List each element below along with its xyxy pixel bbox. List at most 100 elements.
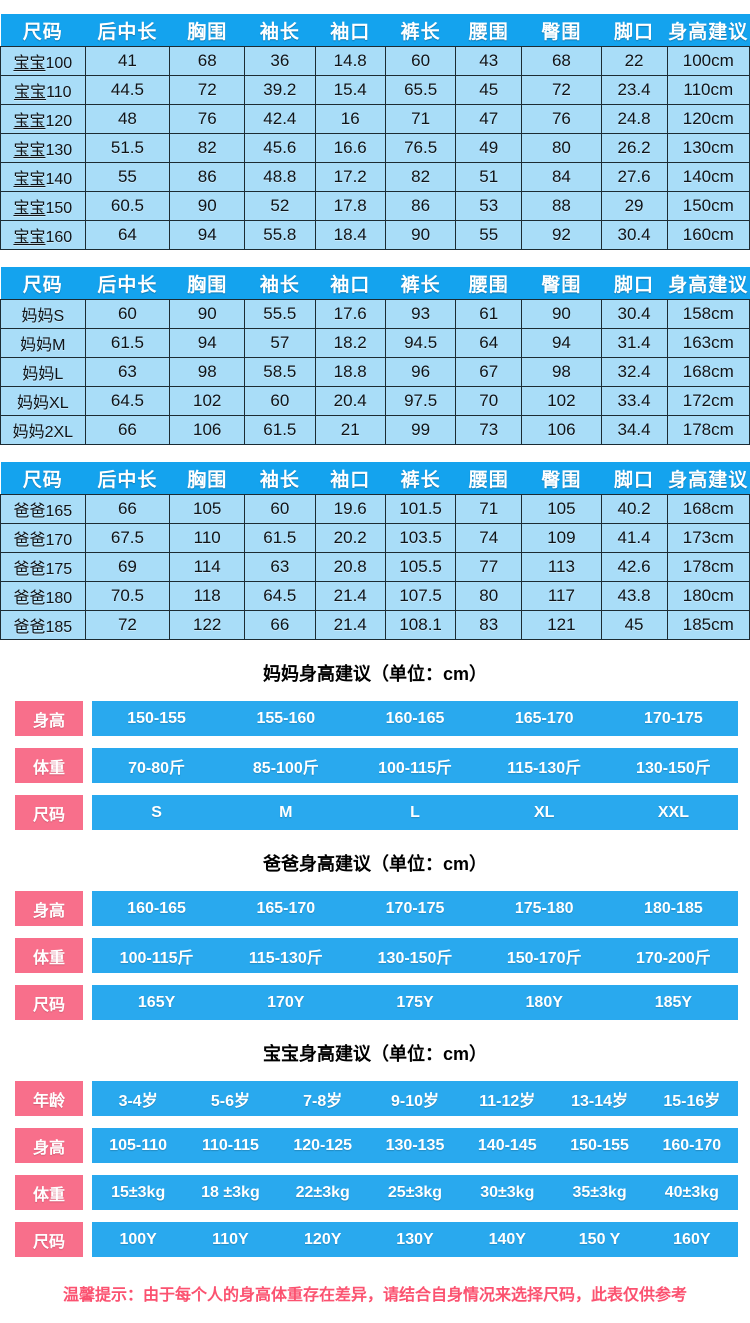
size-cell: 114 [169, 552, 246, 582]
bar-cell: 120-125 [293, 1136, 353, 1154]
section-baby-height: 宝宝身高建议（单位：cm） 年龄 3-4岁 5-6岁 7-8岁 9-10岁 11-12岁 13… [0, 1040, 750, 1257]
size-cell: 71 [384, 104, 457, 134]
size-cell: 36 [244, 46, 316, 76]
size-cell: 99 [384, 415, 457, 445]
size-table-baby: 尺码 后中长 胸围 袖长 袖口 裤长 腰围 臀围 脚口 身高建议 宝宝100 41 68 36 14.8 60… [0, 14, 750, 250]
row-label-prefix: 宝宝 [13, 229, 46, 246]
bar-cell: 180Y [525, 993, 563, 1011]
size-cell: 168cm [666, 494, 750, 524]
size-cell: 94 [169, 220, 246, 250]
size-cell: 60.5 [84, 191, 171, 221]
size-cell: 178cm [666, 415, 750, 445]
bar-values: 150-155 155-160 160-165 165-170 170-175 [92, 701, 738, 736]
row-label-prefix: 宝宝 [13, 113, 46, 130]
column-header: 袖口 [315, 267, 386, 300]
header-row: 尺码 后中长 胸围 袖长 袖口 裤长 腰围 臀围 脚口 身高建议 [0, 14, 750, 47]
bar-cell: 100-115斤 [378, 759, 452, 777]
bar-row: 身高 150-155 155-160 160-165 165-170 170-175 [15, 701, 738, 736]
bar-cell: 165-170 [256, 899, 316, 917]
column-header: 裤长 [385, 462, 456, 495]
size-cell: 42.4 [244, 104, 316, 134]
size-cell: 33.4 [600, 386, 668, 416]
bar-values: 3-4岁 5-6岁 7-8岁 9-10岁 11-12岁 13-14岁 15-16岁 [92, 1081, 738, 1116]
size-cell: 67.5 [84, 523, 171, 553]
size-cell: 178cm [666, 552, 750, 582]
size-cell: 45.6 [244, 133, 316, 163]
bar-cell: 170Y [267, 993, 305, 1011]
size-cell: 24.8 [600, 104, 668, 134]
bar-cell: 170-175 [385, 899, 445, 917]
size-cell: 39.2 [244, 75, 316, 105]
size-cell: 76.5 [384, 133, 457, 163]
bar-cell: 130-150斤 [377, 949, 453, 967]
column-header: 脚口 [601, 462, 668, 495]
size-cell: 72 [521, 75, 602, 105]
header-row: 尺码 后中长 胸围 袖长 袖口 裤长 腰围 臀围 脚口 身高建议 [0, 267, 750, 300]
bar-cell: M [279, 803, 293, 821]
bar-row-label: 年龄 [15, 1081, 83, 1116]
size-cell: 173cm [666, 523, 750, 553]
size-cell: 130cm [666, 133, 750, 163]
column-header: 裤长 [385, 267, 456, 300]
size-cell: 70.5 [84, 581, 171, 611]
size-cell: 86 [169, 162, 246, 192]
size-cell: 20.2 [314, 523, 386, 553]
size-cell: 47 [455, 104, 523, 134]
size-cell: 18.8 [314, 357, 386, 387]
row-label: 宝宝100 [0, 46, 86, 76]
size-cell: 48.8 [244, 162, 316, 192]
section-mom-height: 妈妈身高建议（单位：cm） 身高 150-155 155-160 160-165 165-… [0, 660, 750, 830]
column-header: 尺码 [0, 267, 86, 300]
size-cell: 72 [84, 610, 171, 640]
size-cell: 55 [455, 220, 523, 250]
bar-values: 105-110 110-115 120-125 130-135 140-145 150-1… [92, 1128, 738, 1163]
size-cell: 103.5 [384, 523, 457, 553]
size-cell: 72 [169, 75, 246, 105]
table-row: 宝宝140 55 86 48.8 17.2 82 51 84 27.6 140cm [0, 162, 750, 192]
size-cell: 80 [455, 581, 523, 611]
size-cell: 29 [600, 191, 668, 221]
row-label-prefix: 宝宝 [13, 55, 46, 72]
column-header: 脚口 [601, 267, 668, 300]
bar-cell: 5-6岁 [210, 1092, 250, 1110]
size-cell: 43 [455, 46, 523, 76]
row-label: 宝宝110 [0, 75, 86, 105]
size-cell: 64.5 [244, 581, 316, 611]
size-cell: 55.5 [244, 299, 316, 329]
bar-row: 体重 100-115斤 115-130斤 130-150斤 150-170斤 170-20… [15, 938, 738, 973]
bar-cell: 160Y [673, 1230, 711, 1248]
table-row: 宝宝100 41 68 36 14.8 60 43 68 22 100cm [0, 46, 750, 76]
size-cell: 49 [455, 133, 523, 163]
size-cell: 22 [600, 46, 668, 76]
size-cell: 97.5 [384, 386, 457, 416]
bar-cell: XXL [657, 803, 689, 821]
size-cell: 44.5 [84, 75, 171, 105]
size-cell: 53 [455, 191, 523, 221]
size-cell: 105 [521, 494, 602, 524]
size-cell: 66 [84, 494, 171, 524]
column-header: 后中长 [85, 14, 170, 47]
row-label: 爸爸165 [0, 494, 86, 524]
size-cell: 106 [169, 415, 246, 445]
row-label-prefix: 宝宝 [13, 171, 46, 188]
bar-cell: 185Y [654, 993, 693, 1011]
size-cell: 108.1 [384, 610, 457, 640]
size-cell: 163cm [666, 328, 750, 358]
bar-cell: 175Y [396, 993, 434, 1011]
row-label: 爸爸180 [0, 581, 86, 611]
size-cell: 55.8 [244, 220, 316, 250]
bar-row: 身高 105-110 110-115 120-125 130-135 140-145 150… [15, 1128, 738, 1163]
bar-cell: 15±3kg [111, 1183, 166, 1201]
bar-cell: 140-145 [477, 1136, 537, 1154]
size-cell: 20.4 [314, 386, 386, 416]
bar-cell: 3-4岁 [118, 1092, 158, 1110]
row-label: 爸爸185 [0, 610, 86, 640]
size-cell: 45 [600, 610, 668, 640]
column-header: 腰围 [455, 462, 522, 495]
size-cell: 61.5 [244, 523, 316, 553]
column-header: 腰围 [455, 14, 522, 47]
size-cell: 83 [455, 610, 523, 640]
table-row: 爸爸175 69 114 63 20.8 105.5 77 113 42.6 178cm [0, 552, 750, 582]
size-cell: 51 [455, 162, 523, 192]
